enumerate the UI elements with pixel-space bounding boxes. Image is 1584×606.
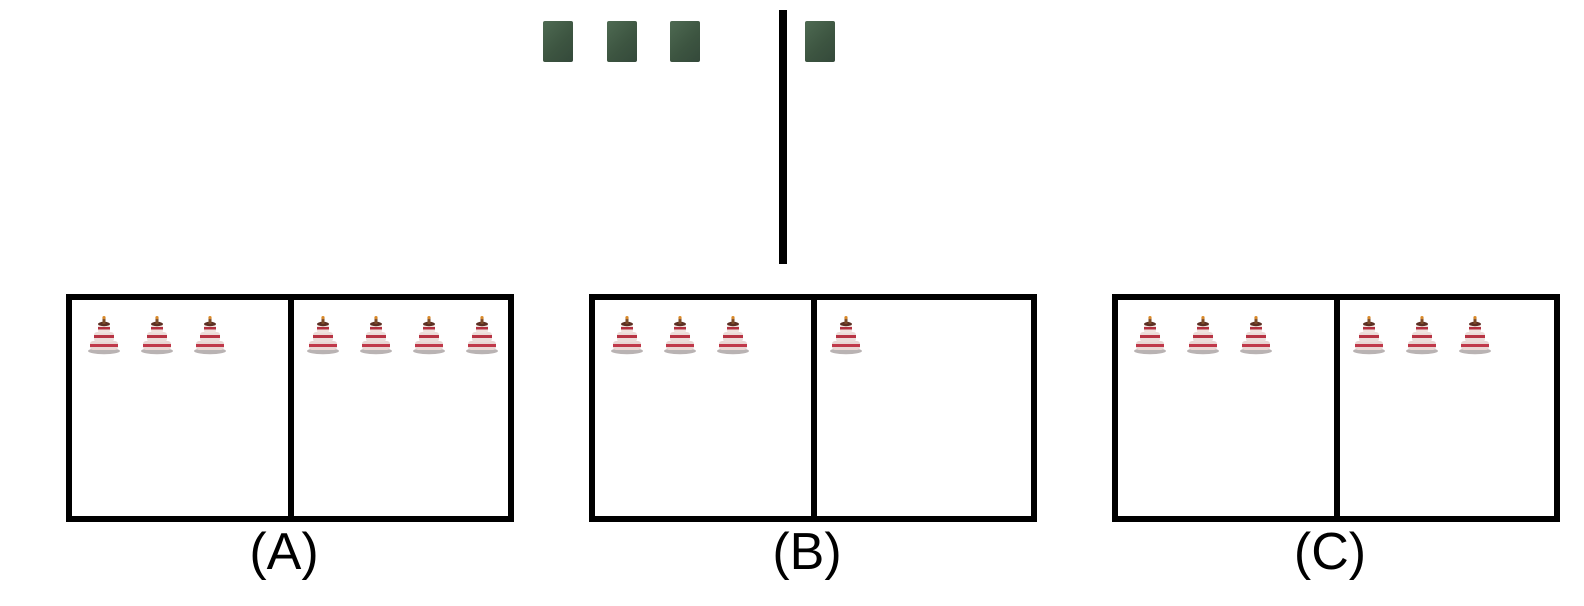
cake-icon — [829, 315, 863, 355]
cake-icon — [1186, 315, 1220, 355]
option-b-label: (B) — [772, 523, 842, 581]
cake-icon — [1458, 315, 1492, 355]
cake-icon — [359, 315, 393, 355]
option-b-box[interactable] — [589, 294, 1037, 522]
option-c-label: (C) — [1293, 523, 1367, 581]
book-icon — [670, 21, 700, 62]
option-a-box[interactable] — [66, 294, 514, 522]
cake-icon — [140, 315, 174, 355]
cake-icon — [193, 315, 227, 355]
group-divider — [779, 10, 787, 264]
cake-icon — [87, 315, 121, 355]
book-icon — [805, 21, 835, 62]
option-a-label: (A) — [249, 523, 319, 581]
box-divider — [811, 300, 817, 516]
cake-icon — [663, 315, 697, 355]
cake-icon — [306, 315, 340, 355]
cake-icon — [1133, 315, 1167, 355]
box-divider — [288, 300, 294, 516]
cake-icon — [412, 315, 446, 355]
cake-icon — [716, 315, 750, 355]
cake-icon — [610, 315, 644, 355]
cake-icon — [465, 315, 499, 355]
cake-icon — [1405, 315, 1439, 355]
book-icon — [607, 21, 637, 62]
cake-icon — [1352, 315, 1386, 355]
cake-icon — [1239, 315, 1273, 355]
box-divider — [1334, 300, 1340, 516]
option-c-box[interactable] — [1112, 294, 1560, 522]
book-icon — [543, 21, 573, 62]
